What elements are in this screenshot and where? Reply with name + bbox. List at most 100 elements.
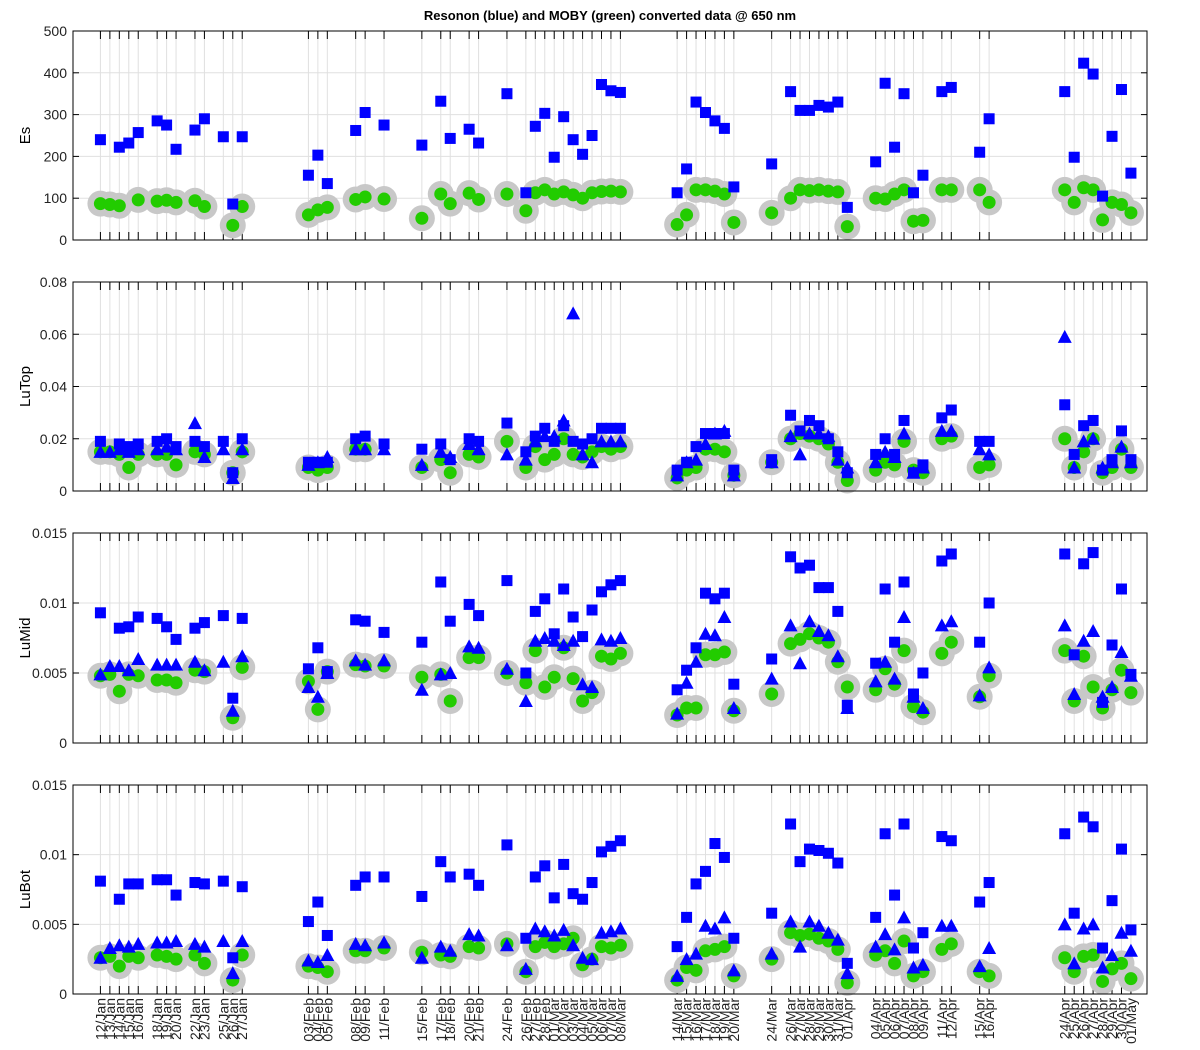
moby-point bbox=[906, 700, 920, 714]
resonon-triangle-point bbox=[414, 457, 429, 471]
x-tick-label: 16/Apr bbox=[981, 998, 997, 1040]
x-tick-label: 11/Apr bbox=[934, 998, 950, 1039]
resonon-square-point bbox=[728, 932, 740, 944]
resonon-triangle-point bbox=[443, 943, 458, 957]
resonon-triangle-point bbox=[358, 938, 373, 952]
resonon-square-point bbox=[189, 622, 201, 634]
resonon-triangle-point bbox=[169, 657, 184, 671]
y-tick-label: 0.015 bbox=[32, 525, 67, 541]
x-tick-label: 03/Mar bbox=[565, 998, 581, 1042]
resonon-square-point bbox=[444, 871, 456, 883]
resonon-square-point bbox=[123, 621, 135, 633]
x-tick-label: 15/Apr bbox=[972, 998, 988, 1040]
resonon-square-point bbox=[803, 104, 815, 116]
resonon-square-point bbox=[945, 548, 957, 560]
moby-point bbox=[226, 218, 240, 232]
moby-point bbox=[1096, 974, 1110, 988]
moby-point bbox=[320, 965, 334, 979]
y-tick-label: 100 bbox=[44, 190, 68, 206]
x-tick-label: 16/Mar bbox=[688, 998, 704, 1042]
resonon-square-point bbox=[1068, 151, 1080, 163]
resonon-square-point bbox=[822, 101, 834, 113]
resonon-square-point bbox=[520, 446, 532, 458]
resonon-triangle-point bbox=[471, 442, 486, 456]
x-tick-label: 18/Mar bbox=[707, 998, 723, 1042]
x-tick-label: 08/Apr bbox=[905, 998, 921, 1040]
moby-point bbox=[443, 466, 457, 480]
moby-point bbox=[1058, 183, 1072, 197]
moby-point bbox=[1058, 644, 1072, 658]
resonon-square-point bbox=[217, 610, 229, 622]
resonon-triangle-point bbox=[443, 450, 458, 464]
resonon-square-point bbox=[359, 430, 371, 442]
resonon-triangle-point bbox=[1067, 956, 1082, 970]
resonon-square-point bbox=[501, 417, 513, 429]
resonon-triangle-point bbox=[443, 666, 458, 679]
resonon-square-point bbox=[870, 657, 882, 669]
resonon-square-point bbox=[766, 653, 778, 665]
moby-point bbox=[566, 672, 580, 686]
moby-point bbox=[897, 183, 911, 197]
resonon-square-point bbox=[785, 551, 797, 563]
resonon-square-point bbox=[794, 104, 806, 116]
resonon-square-point bbox=[558, 858, 570, 870]
resonon-triangle-point bbox=[1076, 633, 1091, 647]
resonon-square-point bbox=[605, 840, 617, 852]
resonon-triangle-point bbox=[830, 649, 845, 663]
moby-point bbox=[235, 660, 249, 674]
moby-point bbox=[472, 192, 486, 206]
y-tick-label: 0.02 bbox=[40, 431, 67, 447]
resonon-square-point bbox=[1106, 639, 1118, 651]
resonon-triangle-point bbox=[1057, 917, 1072, 931]
resonon-triangle-point bbox=[547, 928, 562, 942]
resonon-square-point bbox=[236, 131, 248, 143]
x-tick-label: 19/Jan bbox=[159, 998, 175, 1040]
moby-point bbox=[500, 187, 514, 201]
resonon-triangle-point bbox=[235, 649, 250, 663]
resonon-triangle-point bbox=[547, 429, 562, 443]
moby-point bbox=[982, 458, 996, 472]
resonon-triangle-point bbox=[878, 927, 893, 941]
x-tick-label: 26/Feb bbox=[518, 998, 534, 1042]
resonon-triangle-point bbox=[707, 921, 722, 935]
resonon-square-point bbox=[359, 615, 371, 627]
resonon-square-point bbox=[529, 120, 541, 132]
resonon-square-point bbox=[567, 134, 579, 146]
resonon-triangle-point bbox=[499, 661, 514, 675]
resonon-square-point bbox=[1078, 811, 1090, 823]
resonon-triangle-point bbox=[670, 468, 685, 482]
x-tick-label: 19/Mar bbox=[716, 998, 732, 1042]
resonon-square-point bbox=[1125, 924, 1137, 936]
resonon-triangle-point bbox=[868, 674, 883, 688]
x-tick-label: 14/Mar bbox=[669, 998, 685, 1042]
resonon-triangle-point bbox=[830, 452, 845, 466]
resonon-square-point bbox=[302, 169, 314, 181]
resonon-triangle-point bbox=[1123, 943, 1138, 957]
x-tick-label: 26/Apr bbox=[1076, 998, 1092, 1040]
resonon-square-point bbox=[936, 555, 948, 567]
resonon-square-point bbox=[463, 123, 475, 135]
resonon-triangle-point bbox=[698, 436, 713, 450]
resonon-triangle-point bbox=[112, 442, 127, 456]
resonon-square-point bbox=[473, 610, 485, 622]
resonon-triangle-point bbox=[121, 663, 136, 677]
moby-point bbox=[415, 211, 429, 225]
moby-point bbox=[1067, 195, 1081, 209]
resonon-square-point bbox=[435, 95, 447, 107]
resonon-triangle-point bbox=[556, 413, 571, 427]
resonon-square-point bbox=[378, 626, 390, 638]
panel-es: 0 100 200 300 400 500 Es bbox=[17, 23, 1148, 248]
resonon-square-point bbox=[1115, 843, 1127, 855]
resonon-square-point bbox=[151, 435, 163, 447]
resonon-square-point bbox=[444, 132, 456, 144]
resonon-square-point bbox=[312, 896, 324, 908]
resonon-triangle-point bbox=[225, 966, 240, 980]
resonon-square-point bbox=[416, 636, 428, 648]
resonon-square-point bbox=[548, 151, 560, 163]
resonon-triangle-point bbox=[93, 444, 108, 458]
x-tick-label: 30/Apr bbox=[1113, 998, 1129, 1040]
moby-point bbox=[604, 652, 618, 666]
x-tick-label: 27/Feb bbox=[527, 998, 543, 1042]
resonon-triangle-point bbox=[575, 447, 590, 461]
x-tick-label: 20/Feb bbox=[461, 998, 477, 1042]
